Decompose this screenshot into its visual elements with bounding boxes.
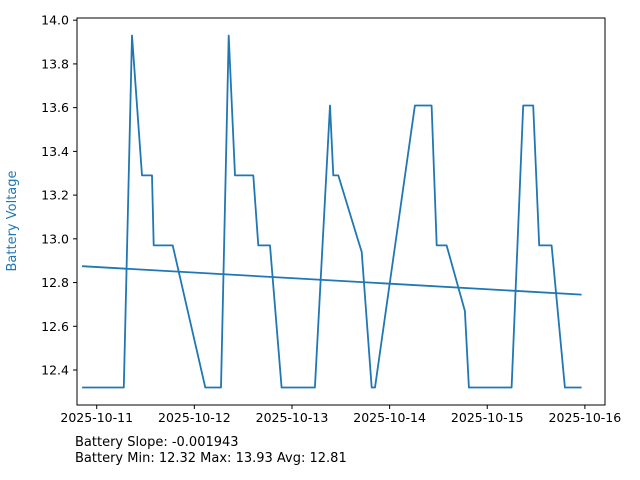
axes-spines	[76, 17, 606, 406]
y-tick-label: 13.2	[41, 188, 69, 203]
y-tick-label: 13.8	[41, 56, 69, 71]
battery-slope-annotation: Battery Slope: -0.001943	[75, 435, 239, 450]
battery-minmax-annotation: Battery Min: 12.32 Max: 13.93 Avg: 12.81	[75, 451, 347, 466]
battery-voltage-line	[82, 34, 582, 389]
y-tick-label: 13.0	[41, 231, 69, 246]
x-tick-label: 2025-10-11	[60, 410, 133, 425]
x-tick-label: 2025-10-16	[549, 410, 622, 425]
x-tick-label: 2025-10-14	[353, 410, 426, 425]
y-axis-label: Battery Voltage	[5, 170, 20, 271]
battery-trend-line	[82, 265, 582, 296]
plot-area: 2025-10-11 2025-10-12 2025-10-13 2025-10-14…	[41, 13, 621, 425]
y-tick-label: 12.4	[41, 363, 69, 378]
y-tick-label: 12.6	[41, 319, 69, 334]
x-tick-label: 2025-10-12	[158, 410, 231, 425]
y-tick-label: 12.8	[41, 275, 69, 290]
y-tick-label: 13.4	[41, 144, 69, 159]
x-tick-label: 2025-10-15	[451, 410, 524, 425]
y-tick-label: 13.6	[41, 100, 69, 115]
y-tick-label: 14.0	[41, 13, 69, 28]
x-tick-label: 2025-10-13	[256, 410, 329, 425]
